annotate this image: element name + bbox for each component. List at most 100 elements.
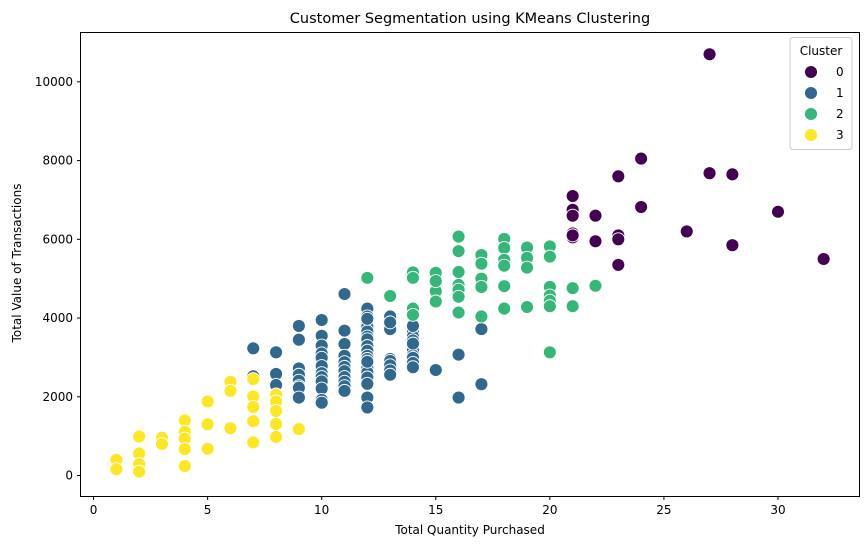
data-point xyxy=(474,279,489,294)
data-point xyxy=(132,429,147,444)
data-point xyxy=(679,224,694,239)
data-point xyxy=(497,279,512,294)
data-point xyxy=(451,347,466,362)
data-point xyxy=(360,270,375,285)
data-point xyxy=(360,400,375,415)
data-point xyxy=(474,309,489,324)
data-point xyxy=(474,322,489,337)
series-cluster-0 xyxy=(565,47,831,272)
data-point xyxy=(565,208,580,223)
data-point xyxy=(565,299,580,314)
legend-marker xyxy=(804,107,818,121)
data-point xyxy=(702,47,717,62)
y-tick-label: 8000 xyxy=(42,154,73,168)
legend-entry-label: 1 xyxy=(836,86,844,100)
data-point xyxy=(383,289,398,303)
data-point xyxy=(291,332,306,347)
data-point xyxy=(177,459,192,474)
data-point xyxy=(337,383,352,398)
data-point xyxy=(725,167,740,182)
data-point xyxy=(451,244,466,259)
data-point xyxy=(337,287,352,301)
series-cluster-3 xyxy=(109,372,306,479)
data-point xyxy=(565,189,580,203)
data-point xyxy=(200,394,215,409)
legend-entry-label: 0 xyxy=(836,65,844,79)
data-point xyxy=(200,417,215,432)
data-point xyxy=(360,311,375,326)
data-point xyxy=(155,437,169,451)
data-point xyxy=(451,265,466,279)
data-point xyxy=(474,377,489,392)
data-point xyxy=(360,354,375,369)
data-point xyxy=(520,260,534,275)
y-tick-label: 2000 xyxy=(42,390,73,404)
x-tick-label: 30 xyxy=(770,503,785,517)
data-point xyxy=(702,166,717,181)
data-point xyxy=(497,301,512,316)
data-point xyxy=(132,464,147,479)
data-point xyxy=(269,404,284,418)
data-point xyxy=(314,395,329,410)
plot-frame xyxy=(80,32,860,497)
x-tick-label: 0 xyxy=(90,503,98,517)
data-point xyxy=(246,400,261,414)
data-point xyxy=(497,258,512,273)
axis-ticks: 0 5 10 15 20 25 30 0 2000 4000 6000 8000 10000 xyxy=(35,75,786,517)
data-point xyxy=(451,305,466,320)
data-point xyxy=(588,208,603,223)
y-tick-label: 0 xyxy=(65,469,73,483)
data-point xyxy=(246,341,261,356)
y-tick-label: 10000 xyxy=(35,75,73,89)
data-point xyxy=(725,238,740,253)
data-point xyxy=(406,360,420,375)
data-point xyxy=(337,323,352,338)
legend-marker xyxy=(804,86,818,100)
chart-title: Customer Segmentation using KMeans Clust… xyxy=(290,11,650,27)
data-point xyxy=(588,234,603,249)
data-point xyxy=(451,390,466,405)
data-point xyxy=(451,229,466,244)
legend-box xyxy=(789,37,853,150)
data-point xyxy=(314,313,329,327)
data-point xyxy=(497,241,512,255)
data-point xyxy=(291,390,306,405)
data-point xyxy=(269,417,284,431)
x-tick-label: 5 xyxy=(204,503,212,517)
x-axis-title: Total Quantity Purchased xyxy=(394,523,545,537)
data-point xyxy=(383,315,398,330)
data-point xyxy=(246,435,261,450)
legend-marker xyxy=(804,128,818,142)
series-cluster-2 xyxy=(360,229,603,360)
data-point xyxy=(406,307,420,322)
data-point xyxy=(542,345,557,360)
data-point xyxy=(542,249,557,264)
data-point xyxy=(611,169,626,184)
x-tick-label: 15 xyxy=(428,503,443,517)
data-point xyxy=(542,299,557,314)
y-axis-title: Total Value of Transactions xyxy=(10,184,24,344)
data-point xyxy=(565,228,580,243)
data-point xyxy=(291,318,306,333)
data-point xyxy=(474,256,489,271)
data-point xyxy=(611,232,626,247)
y-tick-label: 4000 xyxy=(42,311,73,325)
data-point xyxy=(588,278,603,293)
legend-entry-label: 2 xyxy=(836,107,844,121)
data-point xyxy=(269,345,284,360)
y-tick-label: 6000 xyxy=(42,232,73,246)
data-point xyxy=(611,257,626,272)
data-point xyxy=(109,462,124,477)
data-point xyxy=(520,300,534,314)
legend-entry-label: 3 xyxy=(836,128,844,142)
legend-marker xyxy=(804,65,818,79)
data-point xyxy=(223,421,238,436)
data-point xyxy=(291,422,306,437)
data-point xyxy=(634,200,649,214)
data-point xyxy=(337,337,352,351)
series-cluster-1 xyxy=(246,287,489,415)
data-point xyxy=(451,289,466,304)
legend: Cluster 0 1 2 3 xyxy=(789,37,853,150)
data-point xyxy=(428,294,443,309)
